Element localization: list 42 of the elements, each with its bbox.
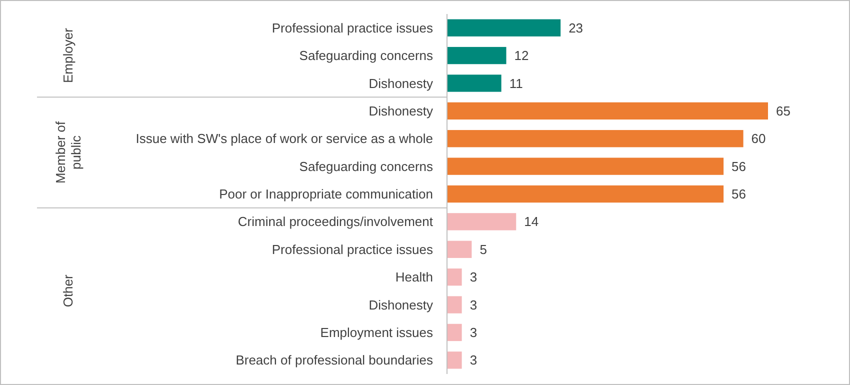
y-tick-label: Dishonesty (368, 76, 434, 91)
data-label: 65 (776, 103, 790, 118)
data-label: 14 (524, 214, 539, 230)
data-label: 3 (470, 325, 478, 340)
data-label: 3 (470, 270, 478, 285)
text: Employer (60, 27, 76, 83)
y-tick-label: Safeguarding concerns (299, 48, 434, 64)
y-tick-label: Safeguarding concerns (299, 158, 434, 174)
bar (447, 324, 462, 342)
y-tick-label: Professional practice issues (272, 242, 434, 257)
bar (447, 158, 724, 175)
bar (447, 19, 561, 36)
y-tick-label: Criminal proceedings/involvement (238, 214, 434, 230)
text: Member of public (52, 121, 84, 184)
data-label: 56 (732, 158, 746, 174)
bar (447, 352, 462, 369)
data-label: 12 (514, 48, 529, 64)
data-label: 11 (509, 76, 523, 91)
data-label: 3 (470, 352, 478, 368)
bar (447, 74, 502, 92)
y-tick-label: Employment issues (320, 325, 434, 340)
y-tick-label: Dishonesty (368, 103, 434, 118)
y-tick-label: Poor or Inappropriate communication (219, 186, 433, 202)
y-tick-label: Dishonesty (368, 297, 434, 312)
bar (447, 130, 744, 148)
text: Other (60, 274, 76, 308)
data-label: 56 (732, 186, 746, 202)
bar (447, 296, 462, 314)
data-label: 5 (480, 242, 487, 257)
data-label: 23 (568, 20, 584, 36)
bar (447, 240, 472, 258)
bar (447, 213, 516, 230)
bar (447, 46, 506, 64)
bar (447, 185, 724, 203)
bar (447, 102, 768, 120)
y-tick-label: Health (395, 270, 433, 285)
y-tick-label: Breach of professional boundaries (236, 352, 434, 368)
data-label: 3 (470, 297, 478, 312)
data-label: 60 (751, 131, 766, 146)
y-tick-label: Issue with SW's place of work or service as a whole (136, 131, 433, 146)
y-tick-label: Professional practice issues (272, 20, 434, 36)
bar (447, 268, 462, 286)
